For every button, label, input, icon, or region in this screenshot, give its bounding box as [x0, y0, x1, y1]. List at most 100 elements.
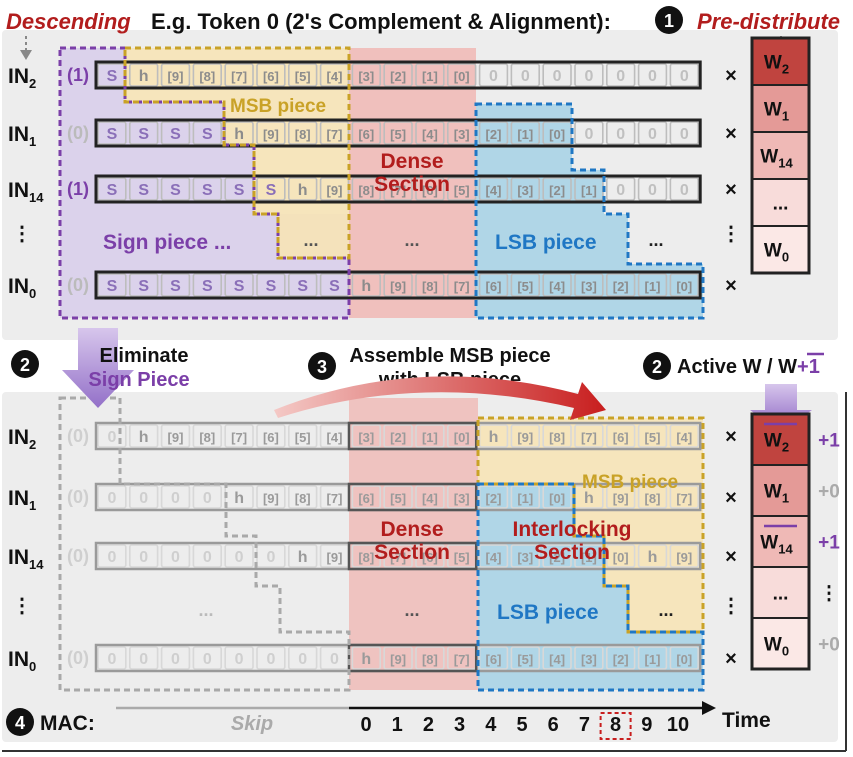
- bit-cell-box: [351, 646, 381, 670]
- bit-cell-box: [383, 424, 413, 448]
- bit-cell-box: [160, 544, 191, 568]
- top-ellipsis-msb: ...: [303, 230, 318, 250]
- row-border: [94, 118, 702, 148]
- top-dense-line1: Dense: [380, 150, 443, 173]
- weight-sub: 1: [782, 491, 789, 506]
- assemble-arrow: [274, 376, 606, 420]
- row-label-sub: 0: [29, 659, 36, 674]
- bit-cell-box: [256, 485, 286, 509]
- bit-cell-value: [8]: [549, 430, 565, 445]
- bit-cell-box: [510, 485, 540, 509]
- bit-cell-value: 0: [235, 651, 244, 668]
- row-label-base: IN: [8, 179, 29, 202]
- dense-segment-border: [347, 541, 478, 571]
- bit-cell-value: [3]: [358, 69, 374, 84]
- bit-cell-box: [287, 121, 318, 145]
- bit-cell-box: [256, 424, 286, 448]
- sign-bit: (1): [67, 65, 89, 85]
- bit-cell-box: [605, 485, 636, 509]
- bit-cell-value: [1]: [517, 127, 533, 142]
- bit-cell-box: [669, 121, 700, 145]
- eliminated-outline: [58, 396, 351, 692]
- row-label-sub: 2: [29, 437, 36, 452]
- weight-base: W: [764, 100, 782, 121]
- bit-cell-box: [510, 424, 540, 448]
- times-sign: ×: [725, 487, 737, 509]
- bit-cell-box: [383, 121, 413, 145]
- bit-cell-box: [415, 177, 445, 201]
- bit-cell-box: [605, 646, 636, 670]
- bit-cell-value: [6]: [486, 279, 502, 294]
- bit-cell-box: [129, 177, 159, 201]
- bit-cell-box: [669, 273, 700, 297]
- bit-cell-value: [7]: [676, 491, 692, 506]
- bit-cell-value: h: [139, 429, 149, 446]
- top-outlines: [58, 46, 705, 320]
- bit-cell-value: h: [489, 429, 499, 446]
- weight-base: W: [764, 53, 782, 74]
- bit-cell-box: [574, 121, 604, 145]
- bit-cell-value: [3]: [581, 279, 597, 294]
- bit-cell-value: S: [234, 182, 245, 199]
- bit-cell-box: [129, 544, 159, 568]
- bit-cell-value: [1]: [645, 279, 661, 294]
- msb-piece-outline: [123, 46, 351, 260]
- bit-cell-box: [129, 121, 159, 145]
- bit-cell-box: [97, 121, 127, 145]
- bit-cell-box: [287, 424, 318, 448]
- bit-cell-value: h: [234, 490, 244, 507]
- bit-cell-value: [2]: [549, 550, 565, 565]
- time-tick: 2: [423, 714, 434, 736]
- bit-cell-value: [1]: [422, 430, 438, 445]
- bottom-msb-region: [478, 418, 703, 632]
- bit-cell-box: [669, 544, 700, 568]
- bit-cell-box: [383, 177, 413, 201]
- bottom-ellipsis-right: ...: [658, 600, 673, 620]
- bit-cell-value: 0: [616, 68, 625, 85]
- bit-cell-value: [4]: [549, 279, 565, 294]
- bit-cell-box: [478, 646, 509, 670]
- bottom-dense-line1: Dense: [380, 518, 443, 541]
- bit-cell-box: [415, 646, 445, 670]
- bit-cell-box: [256, 273, 286, 297]
- weight-sub: 0: [782, 250, 789, 265]
- top-weight-0: W2: [751, 37, 810, 86]
- bit-cell-box: [160, 646, 191, 670]
- active-w-label: Active W / W+1: [677, 356, 820, 378]
- top-ellipsis-right: ...: [648, 230, 663, 250]
- bit-cell-value: [4]: [486, 183, 502, 198]
- bit-cell-value: [6]: [422, 183, 438, 198]
- skip-label: Skip: [231, 713, 273, 735]
- dense-segment-border: [347, 482, 478, 512]
- bit-cell-box: [287, 273, 318, 297]
- bit-cell-value: 0: [107, 429, 116, 446]
- row-label-base: IN: [8, 426, 29, 449]
- times-sign: ×: [725, 546, 737, 568]
- bit-cell-box: [351, 485, 381, 509]
- bit-cell-value: S: [202, 126, 213, 143]
- bit-cell-box: [574, 63, 604, 87]
- row-label-sub: 1: [29, 498, 36, 513]
- bit-cell-box: [192, 177, 222, 201]
- bottom-weight-3: ... ⋮: [751, 566, 839, 619]
- bit-cell-value: [8]: [422, 279, 438, 294]
- bit-cell-value: 0: [266, 549, 275, 566]
- bit-cell-value: [4]: [327, 430, 343, 445]
- bit-cell-value: [5]: [645, 430, 661, 445]
- bit-cell-box: [383, 485, 413, 509]
- weight-base: W: [764, 431, 782, 452]
- bit-cell-value: h: [139, 68, 149, 85]
- bit-cell-value: S: [138, 182, 149, 199]
- bit-cell-value: 0: [584, 68, 593, 85]
- step-1-number: 1: [664, 11, 674, 31]
- bit-cell-value: 0: [171, 651, 180, 668]
- bit-cell-box: [192, 485, 222, 509]
- bit-cell-box: [415, 121, 445, 145]
- bit-cell-box: [542, 177, 572, 201]
- bit-cell-box: [669, 63, 700, 87]
- bit-cell-value: [7]: [327, 127, 343, 142]
- bit-cell-value: [3]: [517, 183, 533, 198]
- times-sign: ×: [725, 65, 737, 87]
- bit-cell-value: h: [234, 126, 244, 143]
- bottom-dense-line2: Section: [374, 541, 450, 564]
